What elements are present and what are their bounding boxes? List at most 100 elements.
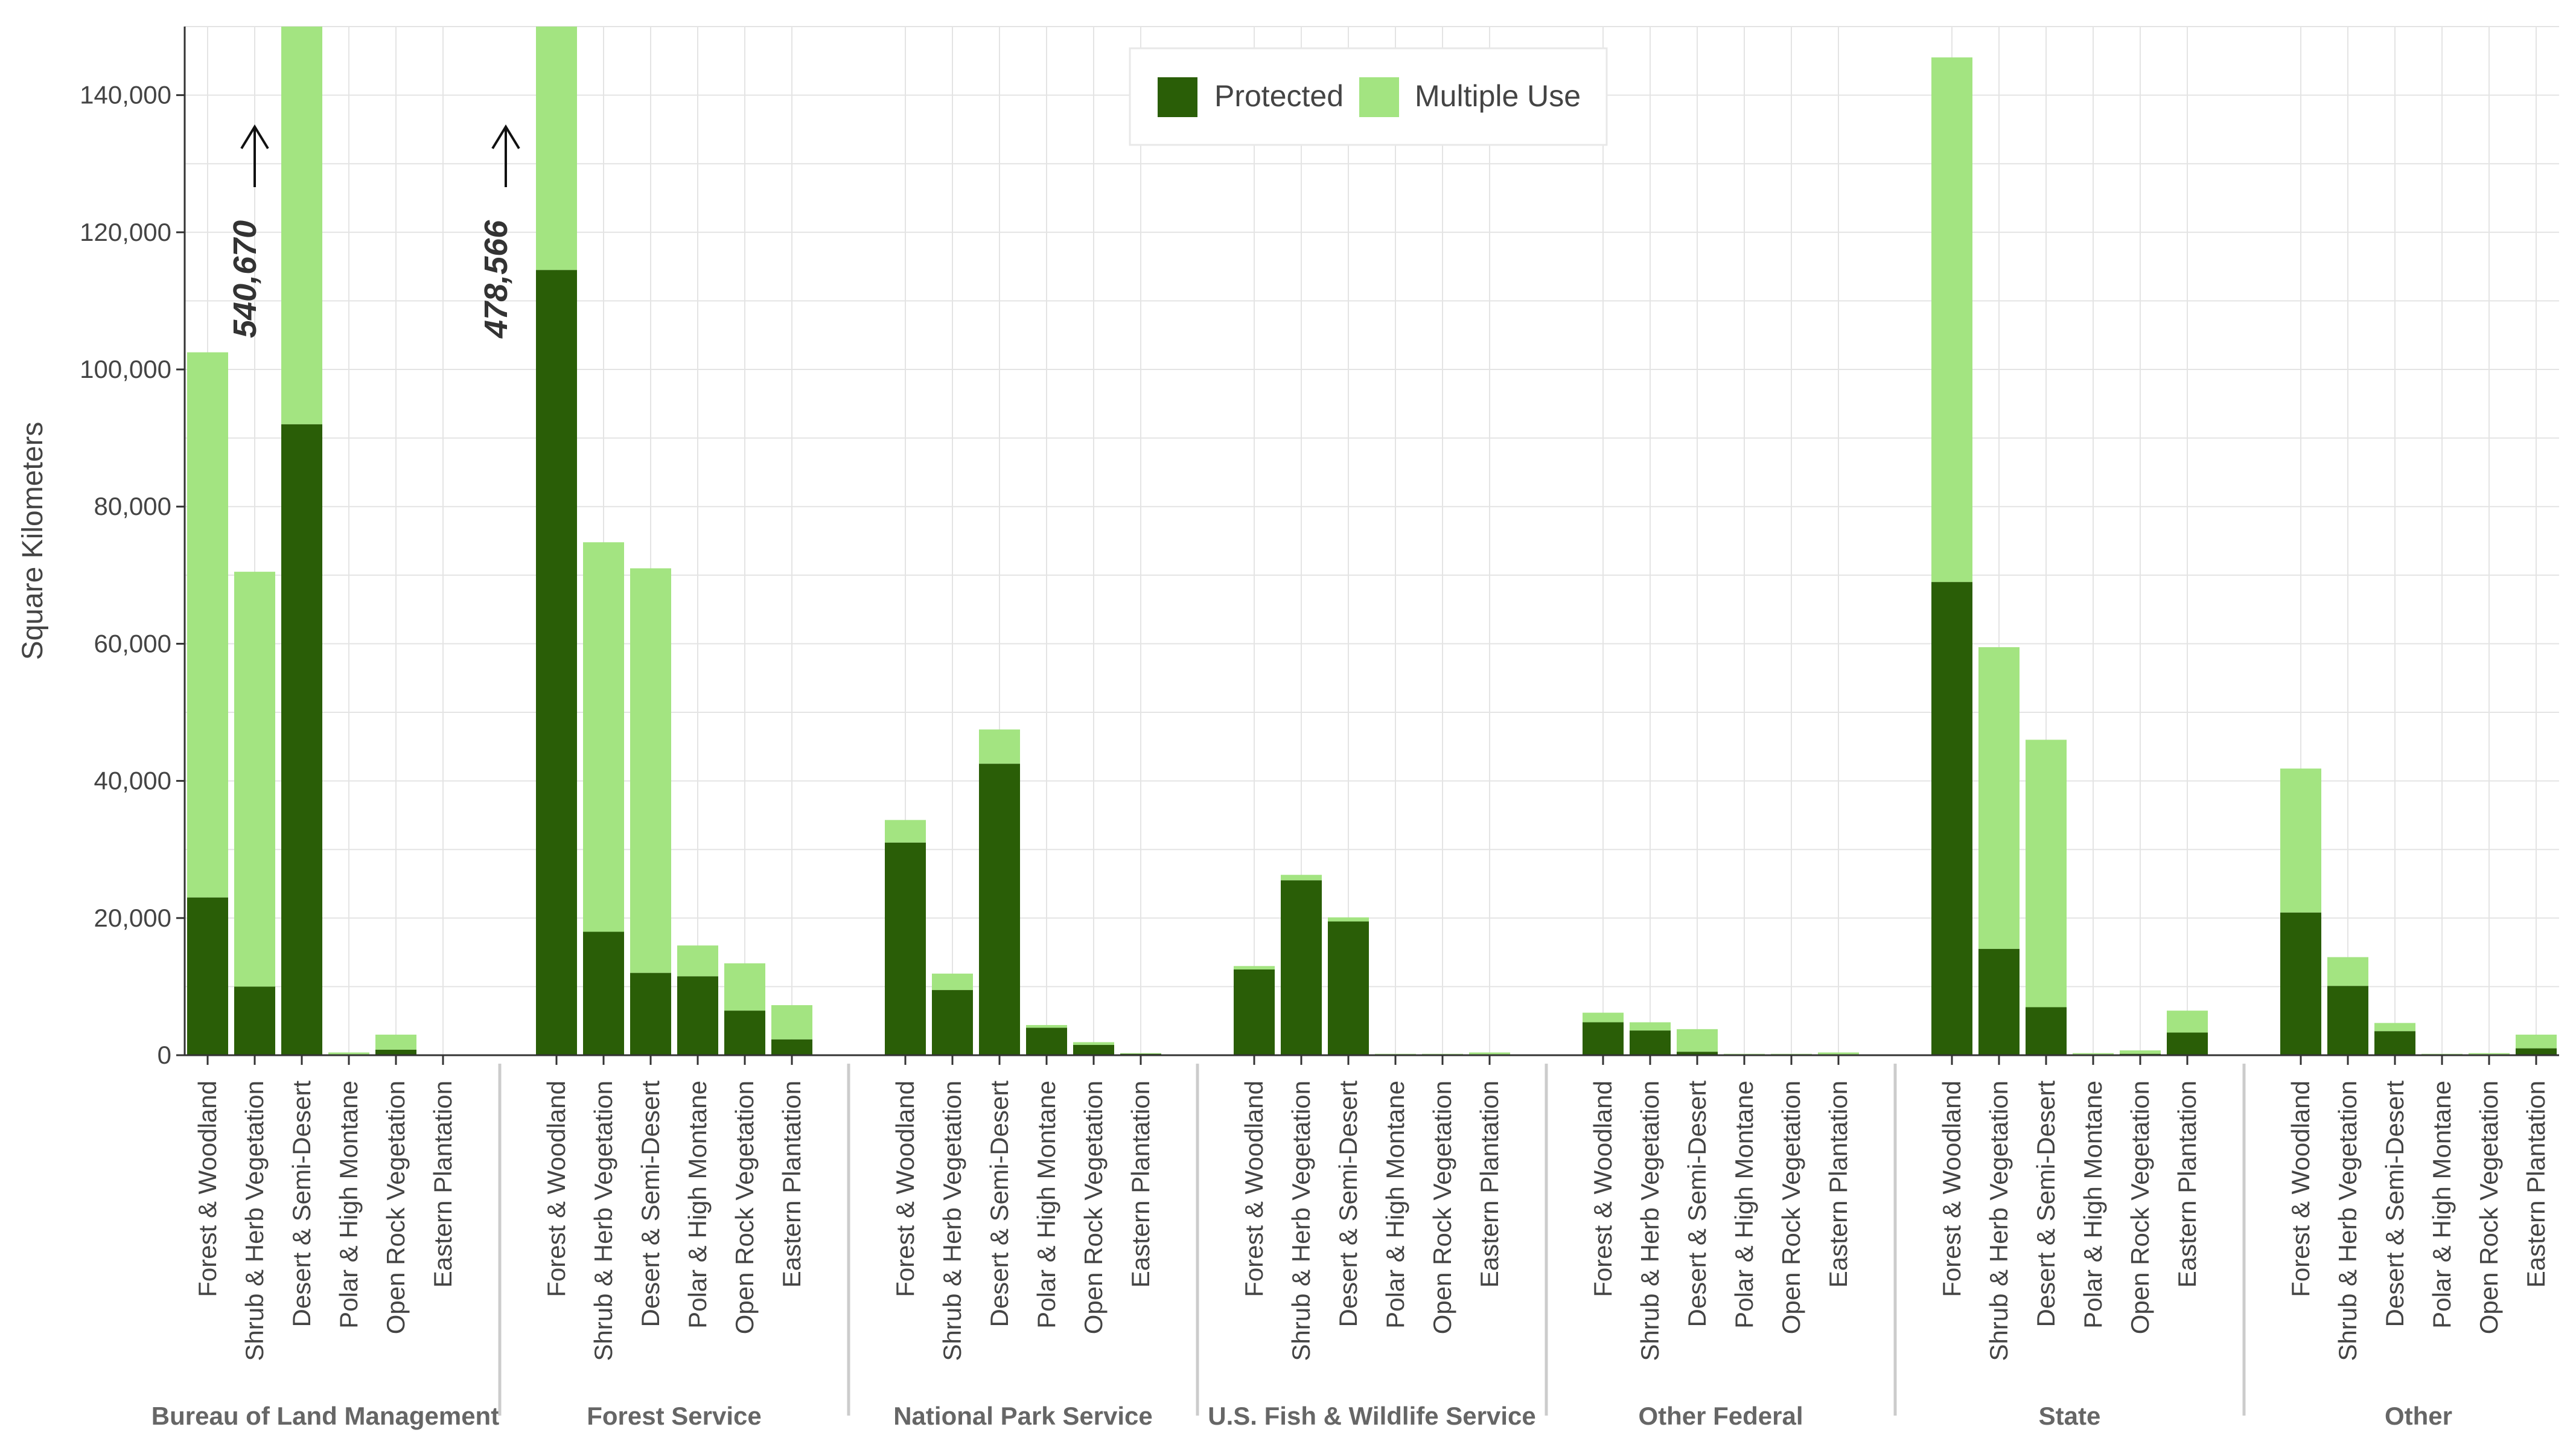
bar-protected[interactable] bbox=[1026, 1027, 1067, 1055]
bar-multiple-use[interactable] bbox=[1818, 1052, 1859, 1055]
bar-multiple-use[interactable] bbox=[2120, 1050, 2161, 1054]
bar-multiple-use[interactable] bbox=[2026, 739, 2067, 1008]
bar-multiple-use[interactable] bbox=[1469, 1052, 1510, 1055]
bar-multiple-use[interactable] bbox=[375, 1034, 416, 1050]
bar-multiple-use[interactable] bbox=[1931, 57, 1972, 583]
up-arrow-icon bbox=[491, 124, 520, 150]
bar-multiple-use[interactable] bbox=[1234, 966, 1275, 969]
bar-protected[interactable] bbox=[724, 1011, 765, 1055]
bar-multiple-use[interactable] bbox=[1771, 1053, 1812, 1055]
bar-protected[interactable] bbox=[1328, 921, 1369, 1055]
bar-multiple-use[interactable] bbox=[1120, 1053, 1161, 1054]
bar-multiple-use[interactable] bbox=[536, 27, 577, 270]
up-arrow-icon bbox=[240, 124, 269, 150]
bar-multiple-use[interactable] bbox=[328, 1052, 369, 1055]
bar-protected[interactable] bbox=[1677, 1052, 1718, 1055]
x-category-label: Forest & Woodland bbox=[193, 1081, 222, 1297]
bar-protected[interactable] bbox=[1073, 1044, 1114, 1055]
bar-multiple-use[interactable] bbox=[630, 568, 671, 973]
x-category-label: Forest & Woodland bbox=[1240, 1081, 1268, 1297]
x-group-label: Other bbox=[2385, 1402, 2452, 1430]
legend-label[interactable]: Protected bbox=[1214, 79, 1344, 113]
annotation-value-label: 478,566 bbox=[478, 220, 514, 339]
x-category-label: Shrub & Herb Vegetation bbox=[240, 1081, 269, 1361]
bar-multiple-use[interactable] bbox=[2516, 1034, 2557, 1049]
bar-multiple-use[interactable] bbox=[2167, 1011, 2208, 1033]
bar-multiple-use[interactable] bbox=[2469, 1053, 2510, 1055]
x-group-label: National Park Service bbox=[893, 1402, 1153, 1430]
bar-multiple-use[interactable] bbox=[1724, 1053, 1765, 1055]
bar-multiple-use[interactable] bbox=[932, 973, 973, 991]
y-tick-label: 40,000 bbox=[94, 767, 171, 795]
bar-multiple-use[interactable] bbox=[2374, 1023, 2415, 1032]
bar-protected[interactable] bbox=[1234, 969, 1275, 1055]
bar-protected[interactable] bbox=[677, 976, 718, 1055]
bar-protected[interactable] bbox=[234, 986, 275, 1055]
x-category-label: Eastern Plantation bbox=[429, 1081, 457, 1288]
x-category-label: Shrub & Herb Vegetation bbox=[589, 1081, 617, 1361]
bar-protected[interactable] bbox=[375, 1049, 416, 1055]
x-group-label: Other Federal bbox=[1638, 1402, 1803, 1430]
legend-label[interactable]: Multiple Use bbox=[1415, 79, 1581, 113]
bar-protected[interactable] bbox=[1583, 1022, 1624, 1055]
bar-multiple-use[interactable] bbox=[2280, 768, 2321, 913]
bar-protected[interactable] bbox=[979, 764, 1020, 1055]
x-category-label: Polar & High Montane bbox=[1032, 1081, 1060, 1329]
bar-protected[interactable] bbox=[2327, 986, 2368, 1055]
bar-multiple-use[interactable] bbox=[2327, 957, 2368, 986]
bar-protected[interactable] bbox=[536, 270, 577, 1055]
bar-protected[interactable] bbox=[885, 842, 926, 1055]
bar-protected[interactable] bbox=[281, 424, 322, 1055]
bar-protected[interactable] bbox=[2516, 1048, 2557, 1055]
bar-protected[interactable] bbox=[1281, 880, 1322, 1055]
bar-protected[interactable] bbox=[2280, 912, 2321, 1055]
bar-multiple-use[interactable] bbox=[1422, 1053, 1463, 1055]
x-group-label: U.S. Fish & Wildlife Service bbox=[1208, 1402, 1535, 1430]
x-category-label: Eastern Plantation bbox=[1126, 1081, 1155, 1288]
bar-multiple-use[interactable] bbox=[771, 1005, 812, 1040]
bar-multiple-use[interactable] bbox=[2073, 1053, 2114, 1055]
bar-protected[interactable] bbox=[583, 931, 624, 1055]
x-category-label: Polar & High Montane bbox=[1730, 1081, 1758, 1329]
x-category-label: Eastern Plantation bbox=[1475, 1081, 1503, 1288]
bar-protected[interactable] bbox=[1630, 1030, 1671, 1055]
bar-multiple-use[interactable] bbox=[583, 542, 624, 932]
bar-multiple-use[interactable] bbox=[885, 820, 926, 843]
bar-protected[interactable] bbox=[932, 990, 973, 1055]
bar-protected[interactable] bbox=[1931, 582, 1972, 1055]
bar-multiple-use[interactable] bbox=[187, 352, 228, 898]
x-category-label: Eastern Plantation bbox=[777, 1081, 806, 1288]
bar-multiple-use[interactable] bbox=[2421, 1053, 2463, 1055]
bar-protected[interactable] bbox=[1978, 948, 2020, 1055]
x-category-label: Shrub & Herb Vegetation bbox=[1985, 1081, 2013, 1361]
bar-protected[interactable] bbox=[2026, 1007, 2067, 1055]
bar-multiple-use[interactable] bbox=[1375, 1053, 1416, 1055]
bar-protected[interactable] bbox=[2167, 1032, 2208, 1055]
bar-multiple-use[interactable] bbox=[234, 572, 275, 987]
x-category-label: Forest & Woodland bbox=[2286, 1081, 2315, 1297]
legend-swatch-multiple-use[interactable] bbox=[1359, 77, 1399, 117]
bar-multiple-use[interactable] bbox=[1073, 1042, 1114, 1045]
x-category-label: Open Rock Vegetation bbox=[381, 1081, 410, 1334]
bar-multiple-use[interactable] bbox=[677, 945, 718, 977]
bar-protected[interactable] bbox=[2374, 1031, 2415, 1055]
x-category-label: Shrub & Herb Vegetation bbox=[2333, 1081, 2362, 1361]
annotation-value-label: 540,670 bbox=[227, 220, 263, 338]
bar-multiple-use[interactable] bbox=[1583, 1012, 1624, 1023]
bar-multiple-use[interactable] bbox=[281, 27, 322, 424]
x-category-label: Polar & High Montane bbox=[334, 1081, 363, 1329]
bar-multiple-use[interactable] bbox=[979, 729, 1020, 764]
bar-multiple-use[interactable] bbox=[1026, 1025, 1067, 1028]
x-category-label: Desert & Semi-Desert bbox=[1683, 1081, 1711, 1327]
bar-protected[interactable] bbox=[630, 973, 671, 1055]
bar-multiple-use[interactable] bbox=[724, 963, 765, 1011]
bar-protected[interactable] bbox=[771, 1039, 812, 1055]
bar-multiple-use[interactable] bbox=[1630, 1022, 1671, 1031]
bar-multiple-use[interactable] bbox=[1978, 647, 2020, 949]
bar-multiple-use[interactable] bbox=[1677, 1029, 1718, 1052]
bar-protected[interactable] bbox=[187, 897, 228, 1055]
legend-swatch-protected[interactable] bbox=[1158, 77, 1197, 117]
bar-multiple-use[interactable] bbox=[1328, 917, 1369, 922]
bar-multiple-use[interactable] bbox=[1281, 875, 1322, 881]
